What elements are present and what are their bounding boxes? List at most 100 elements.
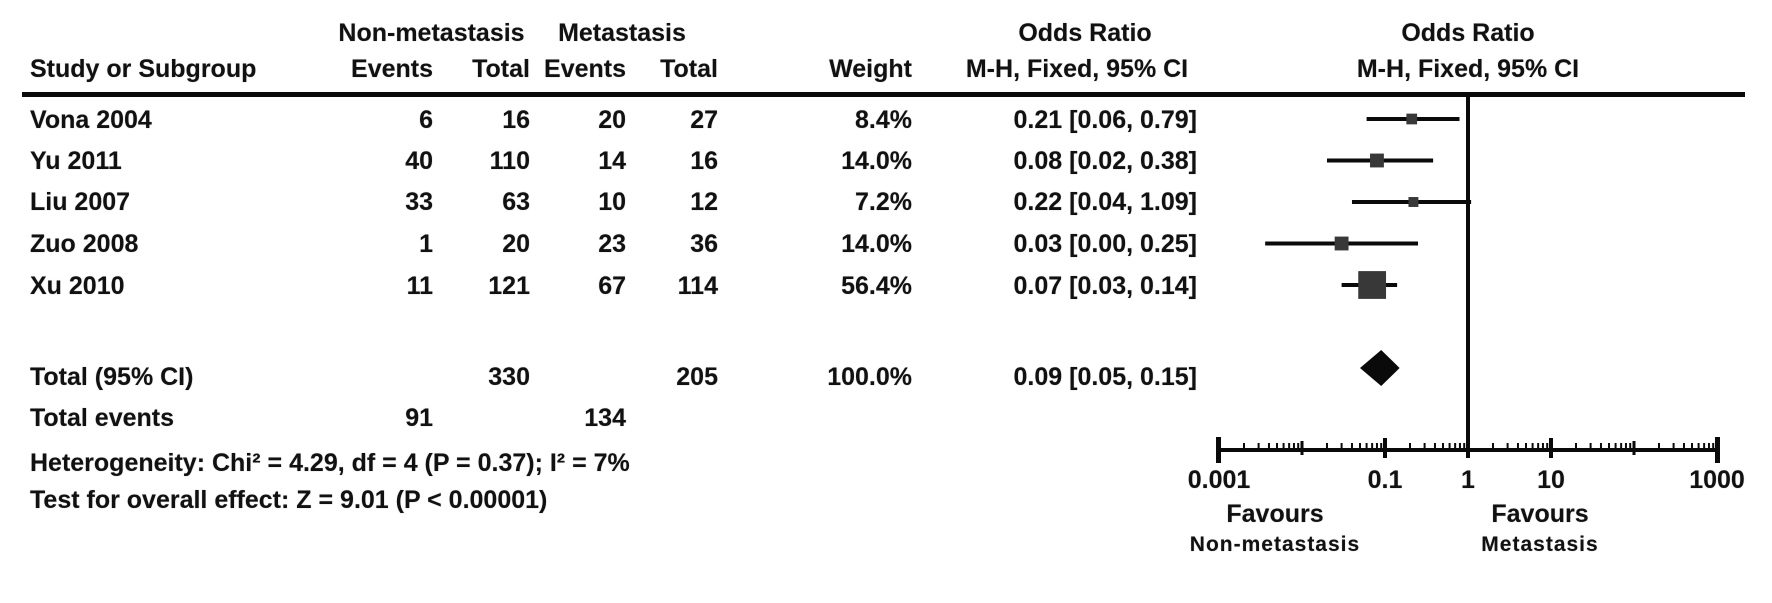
events-nonmetastasis: 6 bbox=[419, 106, 433, 134]
x-axis-minor-tick bbox=[1541, 443, 1544, 448]
x-axis-minor-tick bbox=[1448, 443, 1451, 448]
or-method-column-header: M-H, Fixed, 95% CI bbox=[965, 55, 1189, 83]
events-nonmetastasis: 33 bbox=[405, 188, 433, 216]
group-header-metastasis: Metastasis bbox=[558, 19, 686, 47]
x-axis-minor-tick bbox=[1371, 443, 1374, 448]
x-axis-minor-tick bbox=[1614, 443, 1617, 448]
x-axis-minor-tick bbox=[1491, 443, 1494, 448]
x-axis-tick-label: 0.001 bbox=[1187, 466, 1251, 494]
x-axis-minor-tick bbox=[1546, 443, 1549, 448]
x-axis-minor-tick bbox=[1712, 443, 1715, 448]
total-nonmetastasis: 121 bbox=[488, 272, 530, 300]
x-axis-decade-tick bbox=[1300, 441, 1304, 455]
weight-value: 56.4% bbox=[841, 272, 912, 300]
x-axis-minor-tick bbox=[1276, 443, 1279, 448]
x-axis-tick-label: 0.1 bbox=[1367, 466, 1403, 494]
x-axis-minor-tick bbox=[1657, 443, 1660, 448]
study-column-header: Study or Subgroup bbox=[30, 55, 257, 83]
x-axis-minor-tick bbox=[1423, 443, 1426, 448]
x-axis-minor-tick bbox=[1599, 443, 1602, 448]
x-axis-minor-tick bbox=[1442, 443, 1445, 448]
x-axis-minor-tick bbox=[1697, 443, 1700, 448]
heterogeneity-note: Heterogeneity: Chi² = 4.29, df = 4 (P = … bbox=[30, 449, 630, 477]
or-ci-text: 0.07 [0.03, 0.14] bbox=[1013, 272, 1197, 300]
x-axis-tick-label: 1000 bbox=[1689, 466, 1745, 494]
x-axis-minor-tick bbox=[1672, 443, 1675, 448]
table-row: Xu 2010 11 121 67 114 56.4% 0.07 [0.03, … bbox=[0, 272, 1772, 300]
x-axis-major-tick bbox=[1217, 438, 1221, 458]
x-axis-minor-tick bbox=[1340, 443, 1343, 448]
x-axis-major-tick bbox=[1549, 438, 1553, 458]
favours-left-group-label: Non-metastasis bbox=[1189, 533, 1361, 556]
weight-value: 8.4% bbox=[855, 106, 912, 134]
x-axis-minor-tick bbox=[1267, 443, 1270, 448]
x-axis-minor-tick bbox=[1531, 443, 1534, 448]
x-axis-line bbox=[1217, 448, 1719, 452]
x-axis-minor-tick bbox=[1525, 443, 1528, 448]
total-row: Total (95% CI) 330 205 100.0% 0.09 [0.05… bbox=[0, 363, 1772, 391]
favours-right-label: Favours bbox=[1491, 500, 1589, 528]
total-metastasis: 16 bbox=[690, 147, 718, 175]
events-metastasis: 23 bbox=[598, 230, 626, 258]
x-axis-minor-tick bbox=[1516, 443, 1519, 448]
events-nonmetastasis: 1 bbox=[419, 230, 433, 258]
group-header-non-metastasis: Non-metastasis bbox=[338, 19, 525, 47]
x-axis-minor-tick bbox=[1463, 443, 1466, 448]
x-axis-minor-tick bbox=[1454, 443, 1457, 448]
total-nonmetastasis: 16 bbox=[502, 106, 530, 134]
x-axis-minor-tick bbox=[1288, 443, 1291, 448]
x-axis-minor-tick bbox=[1408, 443, 1411, 448]
or-method-plot-header: M-H, Fixed, 95% CI bbox=[1356, 55, 1580, 83]
odds-ratio-column-title: Odds Ratio bbox=[1018, 19, 1152, 47]
events-column-header-metastasis: Events bbox=[544, 55, 626, 83]
column-header-row: Study or Subgroup Events Total Events To… bbox=[0, 55, 1772, 83]
weight-value: 7.2% bbox=[855, 188, 912, 216]
x-axis-minor-tick bbox=[1365, 443, 1368, 448]
table-row: Liu 2007 33 63 10 12 7.2% 0.22 [0.04, 1.… bbox=[0, 188, 1772, 216]
or-ci-text: 0.22 [0.04, 1.09] bbox=[1013, 188, 1197, 216]
x-axis-minor-tick bbox=[1297, 443, 1300, 448]
overall-effect-note: Test for overall effect: Z = 9.01 (P < 0… bbox=[30, 486, 548, 514]
x-axis-minor-tick bbox=[1375, 443, 1378, 448]
x-axis-minor-tick bbox=[1257, 443, 1260, 448]
x-axis-minor-tick bbox=[1682, 443, 1685, 448]
x-axis-minor-tick bbox=[1608, 443, 1611, 448]
x-axis-minor-tick bbox=[1537, 443, 1540, 448]
total-events-nonmetastasis: 91 bbox=[405, 404, 433, 432]
x-axis-minor-tick bbox=[1359, 443, 1362, 448]
study-name: Liu 2007 bbox=[30, 188, 131, 216]
x-axis-minor-tick bbox=[1433, 443, 1436, 448]
total-label: Total (95% CI) bbox=[30, 363, 194, 391]
total-events-label: Total events bbox=[30, 404, 175, 432]
header-rule bbox=[22, 92, 1745, 97]
study-name: Yu 2011 bbox=[30, 147, 122, 175]
total-weight: 100.0% bbox=[827, 363, 912, 391]
x-axis-minor-tick bbox=[1282, 443, 1285, 448]
events-metastasis: 20 bbox=[598, 106, 626, 134]
x-axis-endcap bbox=[1216, 437, 1221, 463]
favours-left-label: Favours bbox=[1226, 500, 1324, 528]
total-column-header-nonmetastasis: Total bbox=[472, 55, 530, 83]
x-axis-minor-tick bbox=[1589, 443, 1592, 448]
table-row: Zuo 2008 1 20 23 36 14.0% 0.03 [0.00, 0.… bbox=[0, 230, 1772, 258]
x-axis-minor-tick bbox=[1703, 443, 1706, 448]
x-axis-minor-tick bbox=[1707, 443, 1710, 448]
x-axis-minor-tick bbox=[1292, 443, 1295, 448]
total-events-metastasis: 134 bbox=[584, 404, 626, 432]
x-axis-endcap bbox=[1715, 437, 1720, 463]
x-axis-major-tick bbox=[1383, 438, 1387, 458]
events-metastasis: 10 bbox=[598, 188, 626, 216]
total-nonmetastasis: 110 bbox=[489, 147, 530, 175]
odds-ratio-plot-title: Odds Ratio bbox=[1401, 19, 1535, 47]
events-metastasis: 14 bbox=[598, 147, 626, 175]
x-axis-decade-tick bbox=[1632, 441, 1636, 455]
total-metastasis-sum: 205 bbox=[676, 363, 718, 391]
x-axis-major-tick bbox=[1715, 438, 1719, 458]
x-axis-minor-tick bbox=[1380, 443, 1383, 448]
table-row: Vona 2004 6 16 20 27 8.4% 0.21 [0.06, 0.… bbox=[0, 106, 1772, 134]
or-ci-text: 0.08 [0.02, 0.38] bbox=[1013, 147, 1197, 175]
total-metastasis: 27 bbox=[690, 106, 718, 134]
x-axis-tick-label: 10 bbox=[1537, 466, 1565, 494]
total-nonmetastasis-sum: 330 bbox=[488, 363, 530, 391]
